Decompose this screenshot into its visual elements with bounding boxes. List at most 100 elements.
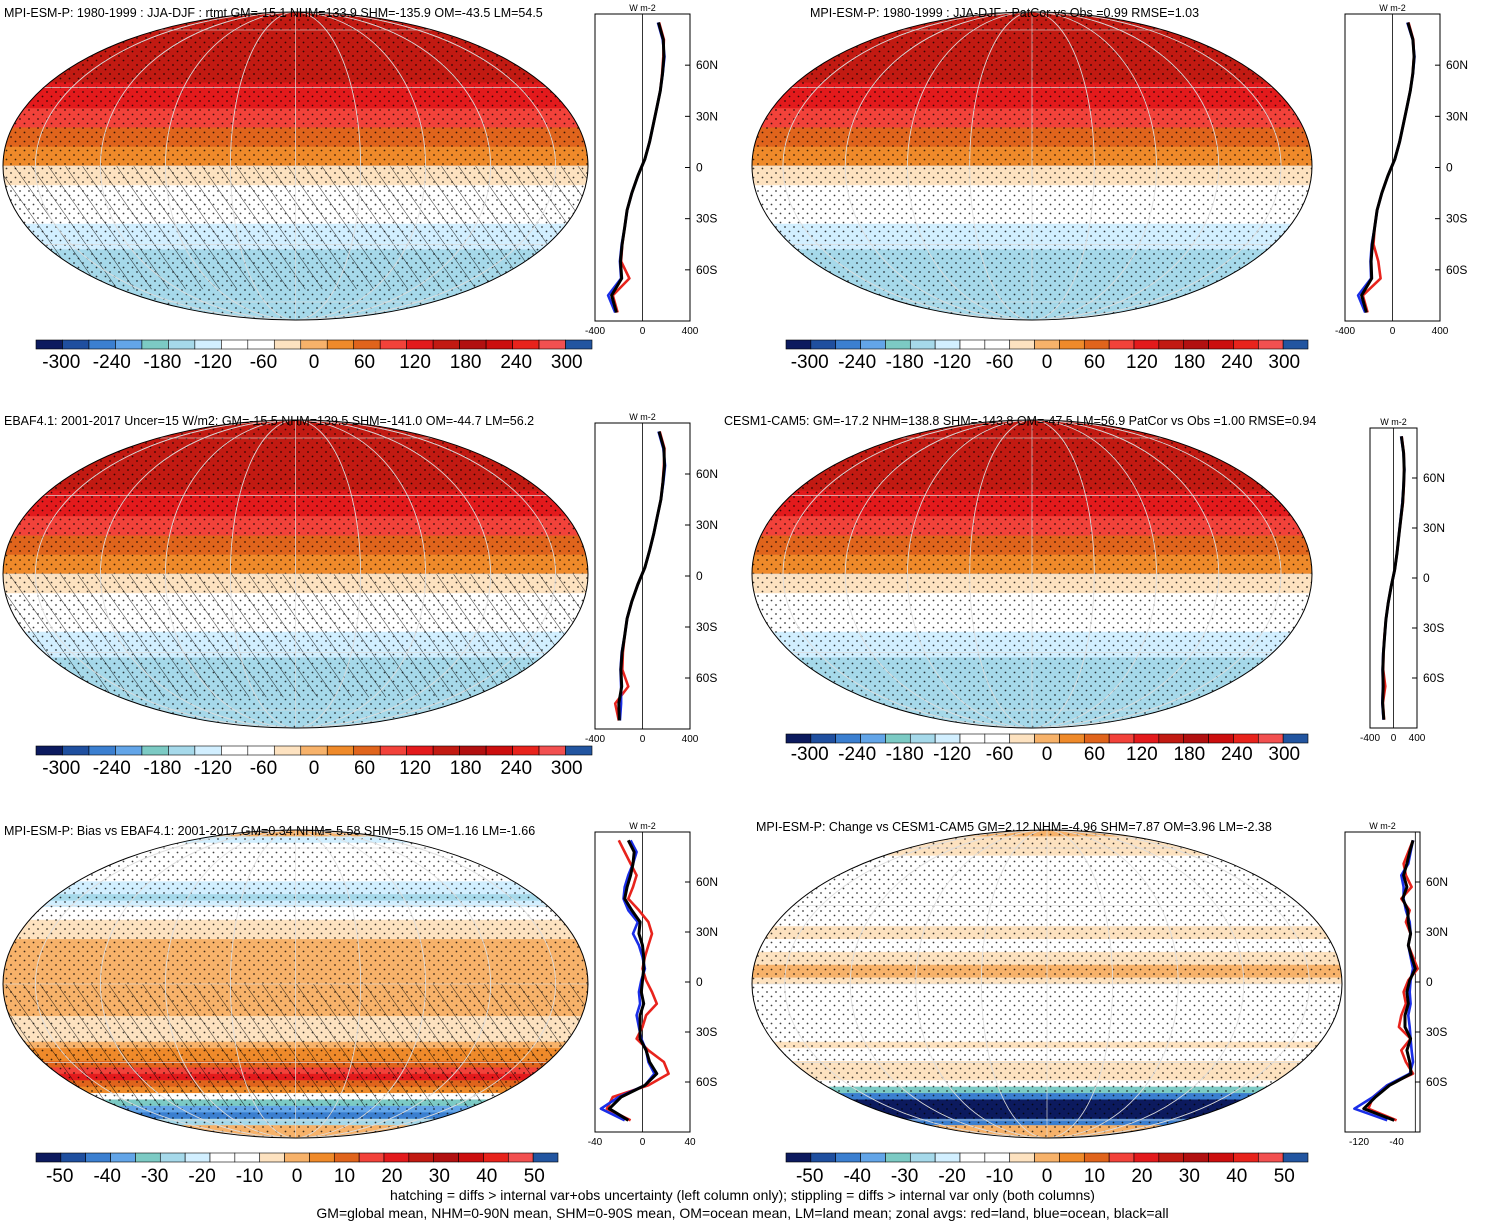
colorbar-swatch xyxy=(785,733,812,744)
panel-title: MPI-ESM-P: 1980-1999 : JJA-DJF : rtmt GM… xyxy=(4,6,543,20)
colorbar-swatch xyxy=(485,745,513,756)
lat-tick-label: 0 xyxy=(696,975,703,989)
colorbar-swatch xyxy=(507,1152,534,1163)
lat-tick-label: 30N xyxy=(696,109,718,123)
colorbar-tick-label: -50 xyxy=(796,1166,823,1187)
colorbar-swatch xyxy=(909,1152,936,1163)
colorbar-swatch xyxy=(1183,1152,1209,1163)
colorbar-tick-label: 30 xyxy=(429,1166,450,1187)
colorbar-swatch xyxy=(538,339,566,350)
colorbar-swatch xyxy=(459,745,487,756)
colorbar-swatch xyxy=(1108,733,1135,744)
zonal-mean-plot: W m-2 60N 30N 0 30S 60S -400 0 400 xyxy=(1360,417,1445,744)
colorbar-swatch xyxy=(358,1152,385,1163)
colorbar: -50 -40 -30 -20 -10 0 10 20 30 40 50 xyxy=(785,1152,1309,1187)
colorbar-tick-label: 240 xyxy=(1221,352,1253,373)
colorbar-swatch xyxy=(247,339,275,350)
colorbar-swatch xyxy=(1059,733,1085,744)
colorbar-swatch xyxy=(209,1152,236,1163)
lat-tick-label: 30S xyxy=(696,1025,717,1039)
colorbar-swatch xyxy=(1158,733,1185,744)
colorbar-tick-label: 50 xyxy=(524,1166,545,1187)
colorbar-swatch xyxy=(333,1152,360,1163)
lat-tick-label: 30S xyxy=(1426,1025,1447,1039)
colorbar: -300 -240 -180 -120 -60 0 60 120 180 240 300 xyxy=(785,339,1309,373)
meridian-line xyxy=(34,420,557,728)
colorbar-swatch xyxy=(110,1152,136,1163)
colorbar-tick-label: -300 xyxy=(791,744,829,765)
colorbar-swatch xyxy=(934,1152,961,1163)
map-panel: MPI-ESM-P: Change vs CESM1-CAM5 GM=2.12 … xyxy=(751,820,1343,1139)
zonal-unit: W m-2 xyxy=(1369,821,1396,831)
zonal-x-tick-label: -40 xyxy=(588,1137,603,1148)
colorbar-tick-label: 20 xyxy=(1131,1166,1152,1187)
colorbar-swatch xyxy=(1158,1152,1185,1163)
zonal-x-tick-label: 400 xyxy=(1432,326,1449,337)
zonal-x-tick-label: -120 xyxy=(1349,1137,1369,1148)
colorbar-tick-label: -50 xyxy=(46,1166,73,1187)
panel-title: MPI-ESM-P: Change vs CESM1-CAM5 GM=2.12 … xyxy=(756,820,1272,834)
lat-tick-label: 30N xyxy=(1423,521,1445,535)
colorbar-tick-label: -120 xyxy=(933,744,971,765)
colorbar-swatch xyxy=(1257,339,1284,350)
zonal-x-tick-label: -400 xyxy=(1360,733,1380,744)
lat-tick-label: 60N xyxy=(1426,875,1448,889)
colorbar-swatch xyxy=(1083,1152,1110,1163)
map-outline xyxy=(2,419,589,729)
map-outline xyxy=(751,11,1313,321)
colorbar-swatch xyxy=(406,339,434,350)
colorbar-swatch xyxy=(1208,339,1234,350)
zonal-unit: W m-2 xyxy=(629,3,656,13)
zonal-all-line xyxy=(610,22,666,313)
lat-tick-label: 60S xyxy=(696,671,717,685)
lat-tick-label: 30S xyxy=(696,212,717,226)
colorbar-swatch xyxy=(1282,1152,1309,1163)
colorbar-tick-label: -60 xyxy=(250,352,277,373)
meridian-line xyxy=(164,420,427,728)
map-outline xyxy=(2,11,589,321)
colorbar-tick-label: 180 xyxy=(1174,352,1206,373)
colorbar-swatch xyxy=(785,339,812,350)
colorbar-swatch xyxy=(300,339,328,350)
map-outline xyxy=(751,829,1343,1139)
colorbar-swatch xyxy=(458,1152,484,1163)
map-field xyxy=(752,830,1342,1138)
colorbar-swatch xyxy=(984,1152,1011,1163)
meridian-line xyxy=(99,420,492,728)
colorbar-tick-label: -300 xyxy=(42,352,80,373)
colorbar-tick-label: -10 xyxy=(236,1166,263,1187)
lat-tick-label: 60N xyxy=(1446,58,1468,72)
colorbar-swatch xyxy=(35,339,63,350)
colorbar-tick-label: 240 xyxy=(500,352,532,373)
lat-tick-label: 30S xyxy=(1423,621,1444,635)
colorbar-swatch xyxy=(1108,1152,1135,1163)
map-field xyxy=(3,830,588,1138)
colorbar-tick-label: 0 xyxy=(1042,744,1053,765)
colorbar-swatch xyxy=(959,339,986,350)
colorbar-swatch xyxy=(1133,339,1160,350)
meridian-line xyxy=(969,420,1095,728)
colorbar-swatch xyxy=(512,745,540,756)
colorbar-swatch xyxy=(1034,733,1060,744)
colorbar-tick-label: -60 xyxy=(986,744,1013,765)
colorbar-swatch xyxy=(512,339,540,350)
colorbar-tick-label: -300 xyxy=(791,352,829,373)
lat-tick-label: 60N xyxy=(696,467,718,481)
lat-tick-label: 30N xyxy=(1426,925,1448,939)
zonal-x-tick-label: 0 xyxy=(640,1137,646,1148)
zonal-unit: W m-2 xyxy=(629,821,656,831)
meridian-line xyxy=(784,830,1310,1138)
colorbar-tick-label: -120 xyxy=(933,352,971,373)
colorbar-tick-label: 10 xyxy=(334,1166,355,1187)
panel-title: CESM1-CAM5: GM=-17.2 NHM=138.8 SHM=-143.… xyxy=(724,414,1316,428)
colorbar-swatch xyxy=(379,745,407,756)
meridian-line xyxy=(844,12,1220,320)
map-panel: CESM1-CAM5: GM=-17.2 NHM=138.8 SHM=-143.… xyxy=(724,414,1316,729)
meridian-line xyxy=(980,830,1114,1138)
meridian-line xyxy=(782,12,1282,320)
colorbar-swatch xyxy=(141,745,169,756)
colorbar-tick-label: 300 xyxy=(551,352,583,373)
colorbar-tick-label: 0 xyxy=(309,352,320,373)
lat-tick-label: 0 xyxy=(696,569,703,583)
lat-tick-label: 60S xyxy=(1423,671,1444,685)
